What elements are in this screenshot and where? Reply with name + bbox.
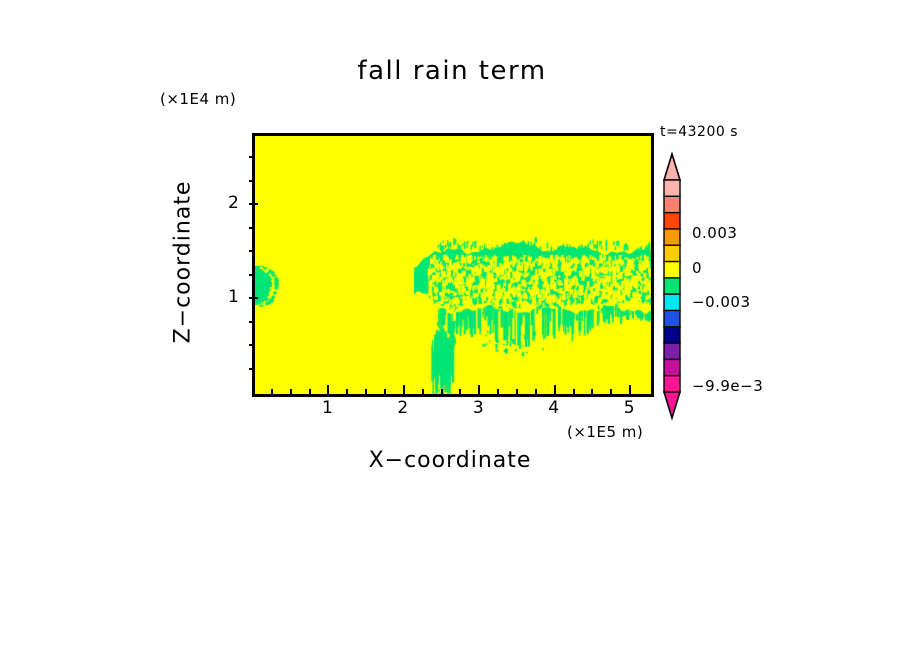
colorbar-arrow-top — [662, 151, 682, 181]
y-tick-minor — [249, 156, 254, 159]
y-tick-label: 2 — [228, 193, 239, 214]
colorbar-segment — [663, 211, 681, 231]
colorbar-segment — [663, 244, 681, 263]
colorbar-segment — [663, 179, 681, 198]
page-title: fall rain term — [357, 56, 547, 86]
colorbar-segment — [663, 228, 681, 247]
contour-field — [255, 136, 651, 394]
x-tick-minor — [346, 389, 349, 394]
colorbar-arrow-bottom — [662, 391, 682, 421]
y-tick-minor — [249, 273, 254, 276]
colorbar-tick-label: −0.003 — [692, 293, 751, 311]
colorbar-segment — [663, 277, 681, 296]
x-tick-minor — [497, 389, 500, 394]
y-tick-minor — [249, 344, 254, 347]
plot-area — [252, 133, 654, 397]
x-tick-minor — [591, 389, 594, 394]
y-tick-minor — [249, 179, 254, 182]
x-tick-major — [478, 385, 481, 394]
x-tick-label: 2 — [397, 398, 409, 418]
x-axis-title: X−coordinate — [368, 448, 532, 473]
y-tick-minor — [249, 250, 254, 253]
colorbar-tick-label: 0.003 — [692, 224, 738, 242]
colorbar-segment — [663, 326, 681, 345]
y-axis-title: Z−coordinate — [170, 180, 196, 344]
x-tick-major — [553, 385, 556, 394]
x-tick-minor — [516, 389, 518, 394]
colorbar-segment — [663, 358, 681, 377]
y-tick-minor — [249, 367, 254, 370]
colorbar-segment — [663, 293, 681, 312]
x-tick-label: 4 — [548, 398, 560, 418]
x-tick-major — [327, 385, 330, 394]
colorbar-segment — [663, 309, 681, 328]
colorbar-tick-label: −9.9e−3 — [692, 377, 764, 395]
x-tick-minor — [270, 389, 273, 394]
y-axis-multiplier-label: (×1E4 m) — [160, 90, 237, 108]
x-tick-label: 5 — [623, 398, 635, 418]
colorbar-segment — [663, 374, 681, 394]
x-tick-major — [629, 385, 632, 394]
y-tick-label: 1 — [228, 287, 239, 308]
x-tick-minor — [534, 389, 537, 394]
x-tick-minor — [365, 389, 368, 394]
x-tick-minor — [384, 389, 386, 394]
y-tick-minor — [249, 320, 254, 323]
y-tick-major — [249, 297, 258, 300]
colorbar-segment — [663, 195, 681, 214]
colorbar-tick-label: 0 — [692, 259, 703, 277]
colorbar — [662, 151, 682, 421]
x-tick-minor — [440, 389, 443, 394]
x-axis-multiplier-label: (×1E5 m) — [567, 423, 644, 441]
x-tick-minor — [421, 389, 424, 394]
y-tick-minor — [249, 226, 254, 229]
y-tick-major — [249, 203, 258, 206]
time-stamp-label: t=43200 s — [660, 124, 738, 140]
x-tick-minor — [289, 389, 292, 394]
colorbar-segment — [663, 342, 681, 361]
x-tick-label: 1 — [322, 398, 333, 418]
x-tick-minor — [308, 389, 311, 394]
x-tick-minor — [459, 389, 462, 394]
colorbar-segment — [663, 260, 681, 279]
colorbar-swatches — [662, 151, 682, 421]
x-tick-label: 3 — [472, 398, 484, 418]
x-tick-minor — [610, 389, 613, 394]
x-tick-major — [402, 385, 405, 394]
x-tick-minor — [572, 389, 575, 394]
